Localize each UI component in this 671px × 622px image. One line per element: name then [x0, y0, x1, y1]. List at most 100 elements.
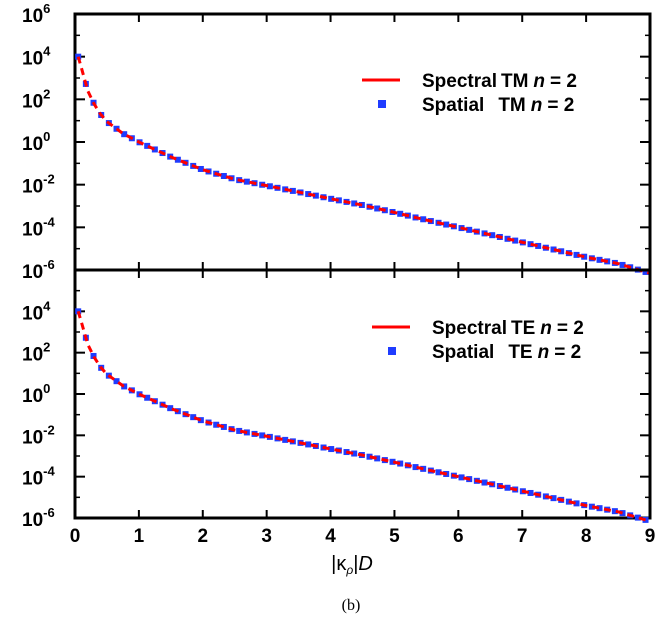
legend-marker-swatch — [388, 347, 396, 355]
legend-marker-swatch — [378, 100, 386, 108]
spatial-marker — [466, 226, 473, 233]
spatial-marker — [588, 503, 595, 510]
y-tick-label: 10-6 — [22, 257, 55, 283]
spatial-marker — [634, 514, 641, 521]
spatial-marker — [174, 156, 181, 163]
spatial-marker — [282, 436, 289, 443]
y-tick-label: 10-2 — [22, 422, 55, 448]
spatial-marker — [366, 453, 373, 460]
spatial-marker — [144, 142, 151, 149]
spatial-marker — [435, 469, 442, 476]
spatial-marker — [397, 210, 404, 217]
x-axis-label: |κρ|D — [331, 553, 373, 577]
legend-label: Spatial TE n = 2 — [432, 342, 581, 363]
plot-frame — [73, 12, 652, 272]
legend-label: Spatial TM n = 2 — [422, 95, 574, 116]
spatial-marker — [489, 232, 496, 239]
y-tick-label: 10-4 — [22, 214, 55, 240]
y-tick-label: 100 — [22, 129, 50, 155]
spatial-marker — [642, 268, 649, 275]
spatial-marker — [573, 251, 580, 258]
spatial-marker — [596, 256, 603, 263]
spatial-marker — [144, 394, 151, 401]
spatial-marker — [121, 383, 128, 390]
spatial-marker — [535, 242, 542, 249]
spectral-line — [76, 310, 651, 523]
spatial-marker — [389, 458, 396, 465]
spatial-marker — [443, 221, 450, 228]
spatial-marker — [397, 460, 404, 467]
spatial-marker — [305, 441, 312, 448]
x-tick-label: 2 — [197, 526, 208, 547]
x-tick-label: 6 — [453, 526, 464, 547]
x-tick-label: 9 — [645, 526, 656, 547]
spatial-marker — [512, 237, 519, 244]
spatial-marker — [259, 432, 266, 439]
spatial-marker — [197, 417, 204, 424]
spatial-marker — [151, 146, 158, 153]
y-tick-label: 10-6 — [22, 505, 55, 531]
figure-caption: (b) — [342, 597, 361, 614]
bottom-panel: 104 102 100 10-2 10-4 10-6 Spectral TE n = 2 Spati… — [22, 268, 652, 531]
spatial-marker — [611, 508, 618, 515]
x-tick-label: 3 — [261, 526, 272, 547]
y-tick-label: 104 — [22, 298, 51, 324]
y-tick-label: 10-2 — [22, 172, 55, 198]
y-tick-label: 10-4 — [22, 464, 55, 490]
y-tick-label: 104 — [22, 44, 51, 70]
spatial-marker — [213, 421, 220, 428]
spatial-marker — [305, 191, 312, 198]
plot-frame — [73, 268, 652, 520]
y-tick-label: 100 — [22, 381, 50, 407]
spatial-marker — [266, 183, 273, 190]
x-tick-label: 0 — [70, 526, 81, 547]
legend-label: Spectral TM n = 2 — [422, 71, 577, 92]
spatial-marker — [596, 505, 603, 512]
spatial-marker — [328, 446, 335, 453]
spatial-marker — [420, 216, 427, 223]
spatial-marker — [236, 427, 243, 434]
spatial-marker — [619, 510, 626, 517]
x-tick-label: 8 — [581, 526, 592, 547]
spatial-marker — [220, 173, 227, 180]
y-tick-label: 102 — [22, 340, 50, 366]
spatial-marker — [312, 192, 319, 199]
x-tick-label: 5 — [389, 526, 400, 547]
y-tick-label: 102 — [22, 86, 50, 112]
spatial-marker — [374, 205, 381, 212]
spatial-marker — [328, 195, 335, 202]
legend-label: Spectral TE n = 2 — [432, 318, 584, 339]
spatial-marker — [113, 125, 120, 132]
spatial-marker — [458, 474, 465, 481]
spatial-marker — [527, 489, 534, 496]
spatial-marker — [167, 405, 174, 412]
spatial-marker — [351, 200, 358, 207]
spatial-marker — [558, 248, 565, 255]
spatial-marker — [90, 352, 97, 359]
spatial-marker — [619, 261, 626, 268]
spatial-marker — [121, 131, 128, 138]
spatial-marker — [550, 246, 557, 253]
spatial-marker — [220, 423, 227, 430]
spatial-marker — [412, 464, 419, 471]
spatial-marker — [504, 484, 511, 491]
spatial-marker — [527, 241, 534, 248]
spatial-marker — [190, 414, 197, 421]
spatial-marker — [481, 479, 488, 486]
spatial-marker — [573, 500, 580, 507]
spatial-marker — [351, 450, 358, 457]
spatial-marker — [113, 378, 120, 385]
spatial-marker — [197, 165, 204, 172]
spatial-marker — [335, 197, 342, 204]
spatial-marker — [374, 455, 381, 462]
spatial-marker — [289, 187, 296, 194]
y-tick-label: 106 — [22, 1, 50, 27]
x-tick-label: 1 — [134, 526, 145, 547]
x-tick-label: 4 — [325, 526, 336, 547]
spatial-marker — [243, 178, 250, 185]
x-tick-label: 7 — [517, 526, 528, 547]
top-panel: 106 104 102 100 10-2 10-4 10-6 Spectral TM n = 2 Sp… — [22, 1, 652, 283]
spatial-marker — [550, 495, 557, 502]
x-axis: 0 1 2 3 4 5 6 7 8 9 — [70, 526, 656, 547]
